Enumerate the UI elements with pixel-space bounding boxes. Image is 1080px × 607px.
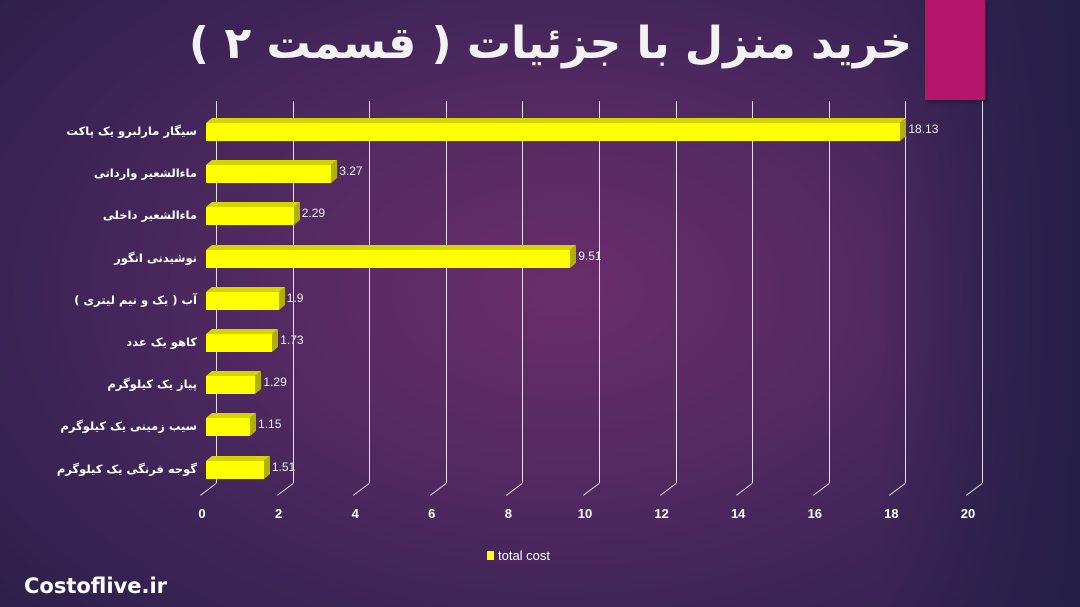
bar-side-face — [293, 202, 300, 226]
category-label: پیاز یک کیلوگرم — [107, 377, 197, 392]
bar-side-face — [272, 328, 279, 352]
x-tick-label: 20 — [960, 506, 976, 521]
chart-legend: total cost — [487, 548, 550, 563]
gridline-floor — [966, 482, 983, 496]
gridline — [828, 101, 830, 483]
gridline — [369, 101, 371, 483]
gridline-floor — [276, 482, 294, 496]
bar — [206, 202, 300, 226]
bar-front-face — [206, 291, 279, 310]
bar-front-face — [206, 376, 256, 395]
bar — [206, 117, 907, 141]
bar-side-face — [255, 371, 262, 395]
gridline — [599, 101, 600, 483]
gridline-floor — [583, 482, 600, 496]
value-label: 2.29 — [301, 206, 326, 221]
gridline — [905, 101, 907, 483]
category-label: ماءالشعیر داخلی — [102, 208, 197, 223]
page-title: خرید منزل با جزئیات ( قسمت ۲ ) — [188, 18, 912, 69]
x-tick-label: 14 — [730, 506, 746, 521]
gridline-floor — [736, 482, 753, 496]
gridline — [292, 101, 294, 483]
gridline — [445, 101, 447, 483]
gridline-floor — [812, 482, 830, 496]
bar — [206, 160, 338, 184]
gridline-floor — [659, 482, 677, 496]
bar — [206, 455, 270, 479]
value-label: 9.51 — [578, 248, 602, 263]
value-label: 3.27 — [339, 164, 363, 179]
bar — [206, 286, 285, 310]
bar-front-face — [206, 165, 332, 184]
bar — [206, 371, 262, 395]
bar-side-face — [263, 455, 270, 479]
x-tick-label: 6 — [428, 506, 436, 521]
x-tick-label: 0 — [198, 506, 206, 521]
gridline-floor — [506, 482, 523, 496]
x-tick-label: 4 — [351, 506, 359, 521]
category-label: سیب زمینی یک کیلوگرم — [60, 419, 197, 434]
gridline — [982, 101, 983, 483]
category-label: گوجه فرنگی یک کیلوگرم — [56, 461, 197, 476]
x-tick-label: 18 — [884, 506, 899, 521]
value-label: 18.13 — [908, 122, 939, 136]
accent-block — [925, 0, 985, 100]
value-label: 1.29 — [263, 375, 287, 390]
bar-front-face — [206, 123, 901, 141]
x-tick-label: 16 — [807, 506, 823, 521]
bar-front-face — [206, 460, 264, 479]
bar — [206, 413, 257, 437]
value-label: 1.15 — [258, 417, 282, 432]
x-tick-label: 12 — [654, 506, 669, 521]
category-label: ماءالشعیر وارداتی — [93, 166, 197, 181]
value-label: 1.73 — [280, 333, 304, 347]
category-label: آب ( یک و نیم لیتری ) — [74, 292, 197, 307]
value-label: 1.51 — [271, 459, 296, 474]
bar-front-face — [206, 334, 273, 352]
gridline-floor — [353, 482, 370, 496]
bar-side-face — [900, 117, 907, 141]
gridline — [752, 101, 754, 483]
x-tick-label: 10 — [577, 506, 593, 521]
gridline — [675, 101, 677, 483]
legend-swatch-icon — [487, 551, 494, 560]
legend-label: total cost — [498, 548, 551, 563]
gridline — [522, 101, 524, 483]
category-label: کاهو یک عدد — [126, 335, 197, 349]
bar-front-face — [206, 418, 251, 437]
gridline-floor — [889, 482, 906, 496]
gridline-floor — [200, 482, 217, 496]
bar-side-face — [278, 286, 285, 310]
bar — [206, 244, 577, 268]
bar-side-face — [250, 413, 257, 437]
bar-side-face — [331, 160, 338, 184]
x-tick-label: 2 — [274, 506, 283, 521]
bar-front-face — [206, 249, 571, 268]
category-label: نوشیدنی انگور — [114, 250, 197, 265]
bar-side-face — [570, 244, 577, 268]
gridline-floor — [429, 482, 447, 496]
bar-front-face — [206, 207, 294, 226]
background-shade — [880, 0, 1080, 607]
brand-logo: Costoflive.ir — [24, 574, 168, 598]
x-tick-label: 8 — [504, 506, 512, 521]
value-label: 1.9 — [286, 290, 304, 305]
category-label: سیگار مارلبرو یک پاکت — [66, 124, 197, 138]
bar — [206, 328, 279, 352]
